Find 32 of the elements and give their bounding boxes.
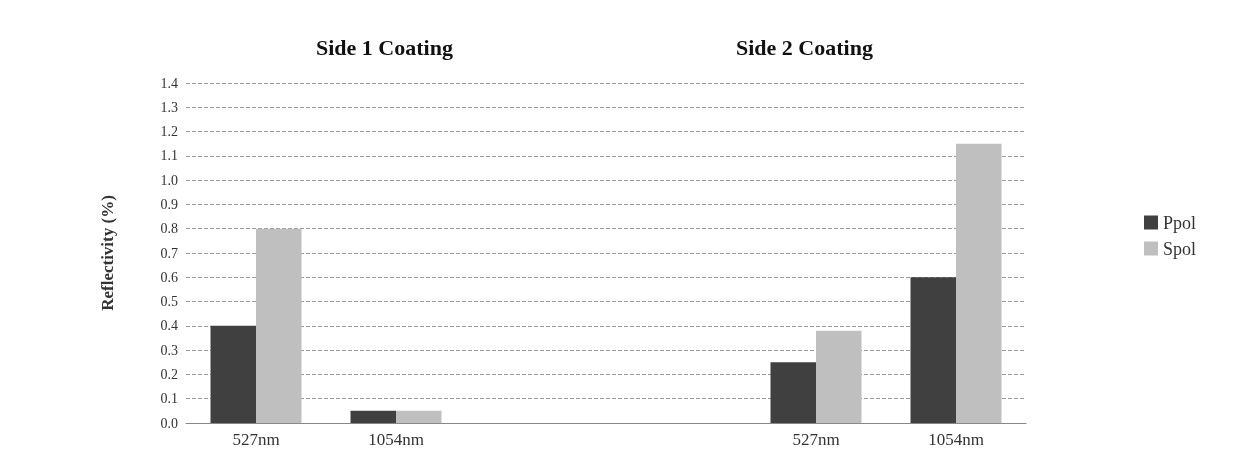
legend-label: Ppol [1162,212,1196,233]
bar [770,362,816,423]
x-tick-label: 1054nm [368,430,424,449]
x-tick-label: 1054nm [928,430,984,449]
bar [816,330,862,423]
bar [256,228,302,423]
y-tick-label: 0.1 [160,391,178,407]
legend-label: Spol [1162,238,1196,259]
text: Side 2 Coating [736,34,873,60]
y-tick-label: 1.3 [160,99,178,115]
bar [210,325,256,423]
y-tick-label: 1.0 [160,172,178,188]
y-tick-label: 0.2 [160,366,178,382]
y-tick-label: 1.2 [160,124,178,140]
y-tick-label: 0.4 [160,318,178,334]
bar [350,410,396,423]
y-tick-label: 0.3 [160,342,178,358]
y-tick-label: 0.6 [160,269,178,285]
y-axis-title: Reflectivity (%) [98,195,117,311]
y-tick-label: 0.7 [160,245,178,261]
y-tick-label: 1.4 [160,75,178,91]
y-tick-label: 1.1 [160,148,178,164]
text: Side 1 Coating [316,34,453,60]
y-tick-label: 0.9 [160,196,178,212]
bar [396,410,442,423]
y-tick-label: 0.8 [160,221,178,237]
x-tick-label: 527nm [792,430,840,449]
y-tick-label: 0.5 [160,294,178,310]
bar [956,143,1002,423]
y-tick-label: 0.0 [160,415,178,431]
bar [910,277,956,423]
x-tick-label: 527nm [232,430,280,449]
